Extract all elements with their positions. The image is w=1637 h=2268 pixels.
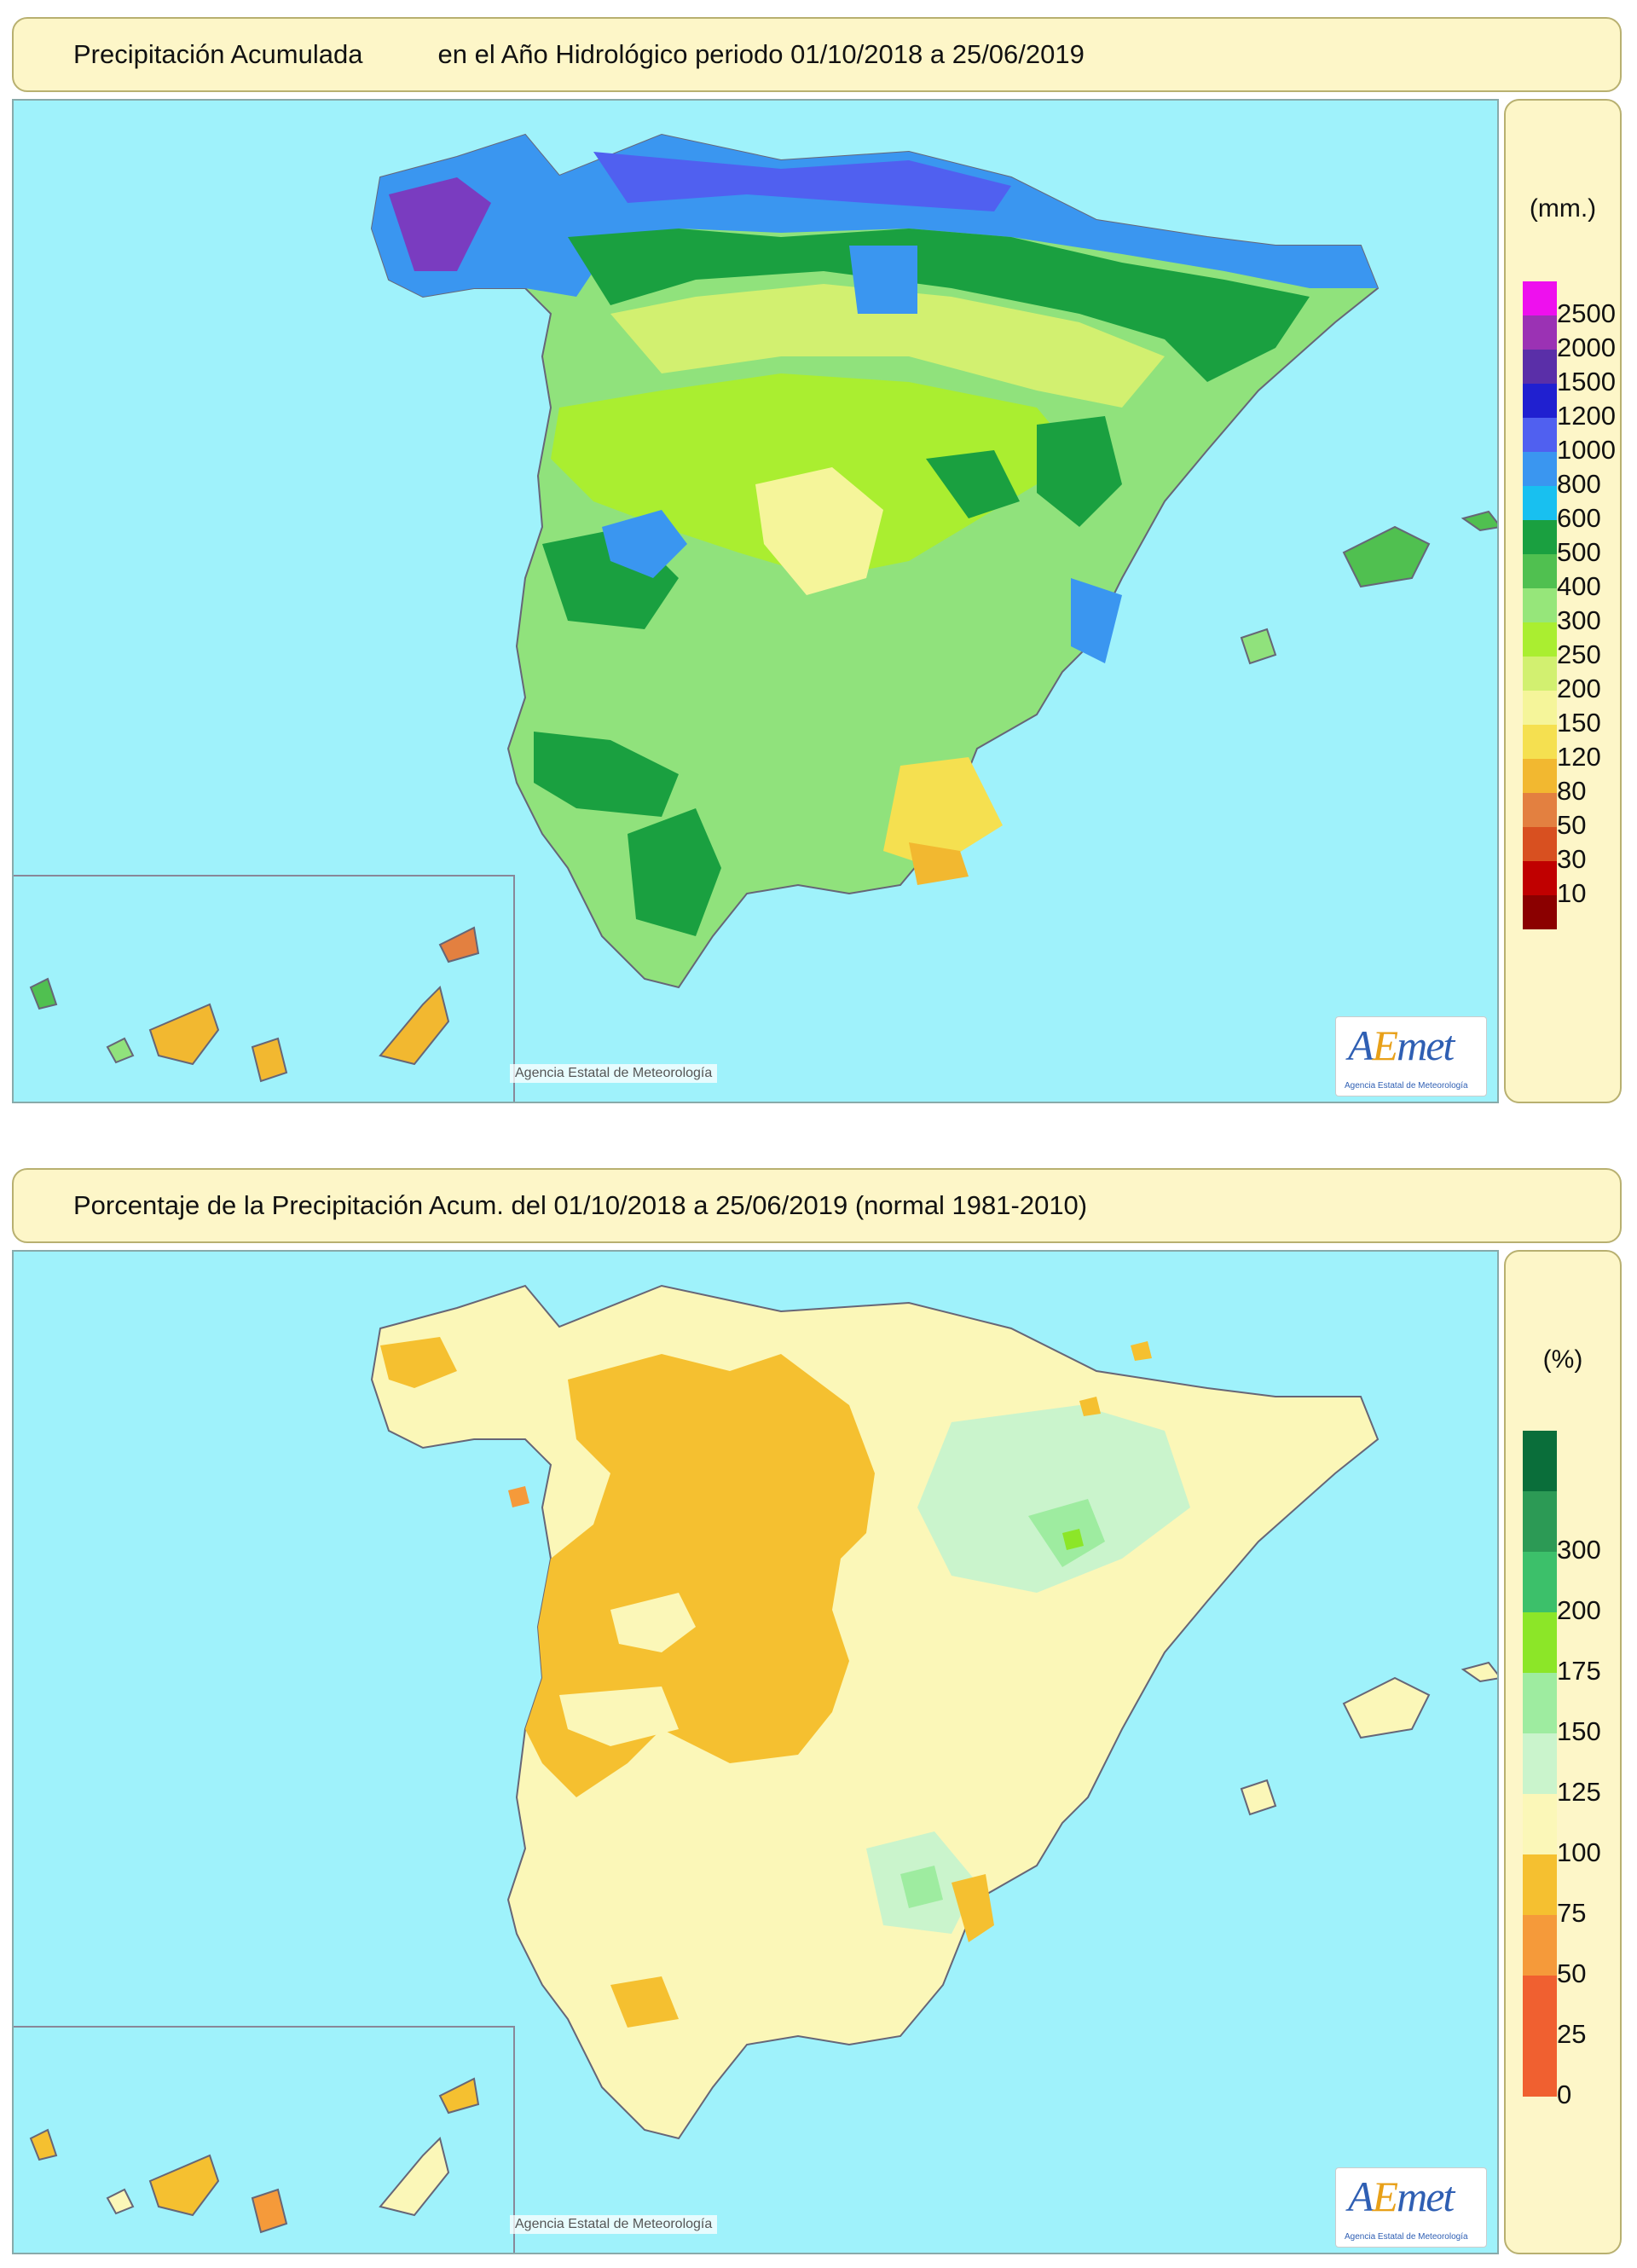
legend-swatch (1523, 1673, 1557, 1733)
legend-swatch (1523, 759, 1557, 793)
canary-inset (14, 875, 515, 1102)
legend-label: 100 (1557, 1837, 1601, 1867)
title-part-1: Porcentaje de la Precipitación Acum. del… (73, 1190, 1088, 1220)
legend-swatch (1523, 1733, 1557, 1794)
legend-swatch (1523, 1491, 1557, 1552)
legend-label: 75 (1557, 1898, 1587, 1928)
legend-label: 175 (1557, 1656, 1601, 1686)
precipitation-map: Agencia Estatal de Meteorología AEmet Ag… (12, 99, 1499, 1103)
title-part-1: Precipitación Acumulada (73, 39, 363, 69)
logo-word: AEmet (1348, 1021, 1455, 1069)
canary-islands (29, 2128, 58, 2161)
balearic-islands (1342, 525, 1431, 588)
percentage-map: Agencia Estatal de Meteorología AEmet Ag… (12, 1250, 1499, 2254)
legend-label: 50 (1557, 1958, 1587, 1988)
legend-swatch (1523, 657, 1557, 691)
legend-color-bar (1523, 1431, 1557, 2097)
map-graphic (29, 133, 1497, 1083)
legend-label: 300 (1557, 1535, 1601, 1565)
legend: (%) 300 200 175 150 125 100 75 50 25 0 (1504, 1250, 1622, 2254)
legend: (mm.) 2500 2000 1500 1200 1000 800 600 500 400 30… (1504, 99, 1622, 1103)
legend-swatch (1523, 1976, 1557, 2036)
legend-label: 120 (1557, 742, 1601, 772)
title-bar: Porcentaje de la Precipitación Acum. del… (12, 1168, 1622, 1243)
legend-color-bar (1523, 281, 1557, 929)
map-graphic (29, 1284, 1497, 2234)
legend-label: 600 (1557, 503, 1601, 533)
legend-label: 0 (1557, 2080, 1572, 2109)
legend-label: 400 (1557, 571, 1601, 601)
legend-swatch (1523, 554, 1557, 588)
map-title: Porcentaje de la Precipitación Acum. del… (73, 1190, 1087, 1221)
logo-subtitle: Agencia Estatal de Meteorología (1345, 2232, 1468, 2242)
legend-label: 80 (1557, 776, 1587, 806)
legend-swatch (1523, 281, 1557, 315)
legend-label: 800 (1557, 469, 1601, 499)
legend-label: 200 (1557, 1595, 1601, 1625)
legend-swatch (1523, 1552, 1557, 1612)
legend-swatch (1523, 1854, 1557, 1915)
legend-label: 500 (1557, 537, 1601, 567)
aemet-logo: AEmet Agencia Estatal de Meteorología (1335, 1016, 1487, 1096)
title-bar: Precipitación Acumulada en el Año Hidroló… (12, 17, 1622, 92)
legend-label: 30 (1557, 844, 1587, 874)
copyright-note: Agencia Estatal de Meteorología (510, 2215, 718, 2234)
legend-label: 150 (1557, 708, 1601, 738)
legend-swatch (1523, 588, 1557, 622)
legend-swatch (1523, 2036, 1557, 2097)
legend-label: 2000 (1557, 333, 1616, 362)
legend-swatch (1523, 827, 1557, 861)
legend-swatch (1523, 418, 1557, 452)
legend-label: 150 (1557, 1716, 1601, 1746)
legend-label: 2500 (1557, 298, 1616, 328)
legend-swatch (1523, 384, 1557, 418)
below-normal-zone (525, 1354, 875, 1797)
peninsula-shape (370, 1284, 1380, 2140)
legend-swatch (1523, 725, 1557, 759)
logo-subtitle: Agencia Estatal de Meteorología (1345, 1081, 1468, 1091)
legend-swatch (1523, 895, 1557, 929)
legend-swatch (1523, 452, 1557, 486)
map-title: Precipitación Acumulada en el Año Hidroló… (73, 39, 1085, 70)
canary-inset (14, 2026, 515, 2253)
legend-swatch (1523, 793, 1557, 827)
legend-swatch (1523, 1915, 1557, 1976)
legend-label: 1000 (1557, 435, 1616, 465)
logo-word: AEmet (1348, 2173, 1455, 2220)
legend-swatch (1523, 861, 1557, 895)
legend-label: 200 (1557, 674, 1601, 703)
legend-unit: (mm.) (1529, 194, 1597, 223)
legend-swatch (1523, 1612, 1557, 1673)
legend-label: 125 (1557, 1777, 1601, 1807)
title-part-2: en el Año Hidrológico periodo 01/10/2018… (437, 39, 1085, 69)
legend-swatch (1523, 486, 1557, 520)
legend-label: 50 (1557, 810, 1587, 840)
balearic-islands (1342, 1676, 1431, 1739)
legend-label: 25 (1557, 2019, 1587, 2049)
legend-swatch (1523, 1431, 1557, 1491)
legend-label: 1500 (1557, 367, 1616, 396)
legend-label: 250 (1557, 639, 1601, 669)
legend-label: 1200 (1557, 401, 1616, 431)
canary-islands (29, 977, 58, 1010)
legend-label: 10 (1557, 878, 1587, 908)
legend-swatch (1523, 520, 1557, 554)
legend-label: 300 (1557, 605, 1601, 635)
legend-swatch (1523, 315, 1557, 350)
aemet-logo: AEmet Agencia Estatal de Meteorología (1335, 2167, 1487, 2248)
legend-unit: (%) (1542, 1345, 1583, 1374)
copyright-note: Agencia Estatal de Meteorología (510, 1064, 718, 1083)
legend-swatch (1523, 350, 1557, 384)
legend-swatch (1523, 691, 1557, 725)
legend-swatch (1523, 622, 1557, 657)
legend-swatch (1523, 1794, 1557, 1854)
